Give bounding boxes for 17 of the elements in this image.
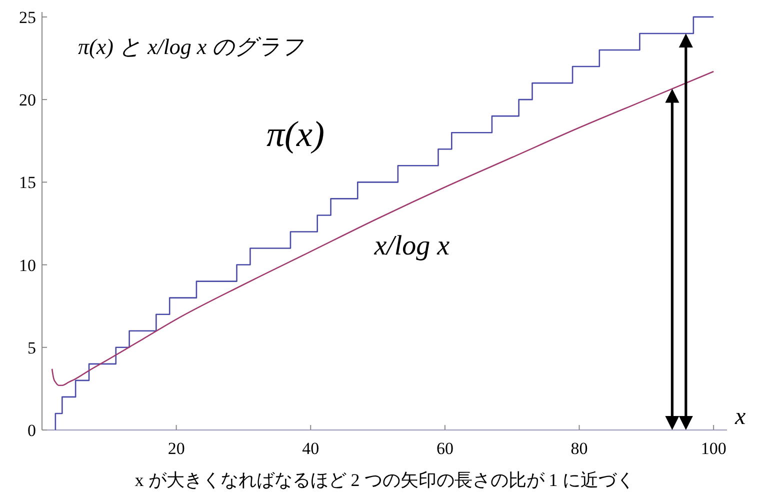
x-tick-label: 40	[302, 439, 320, 458]
y-tick-label: 10	[19, 256, 36, 275]
line-series	[51, 70, 714, 386]
series-label: π(x)	[266, 114, 324, 154]
x-tick-label: 60	[436, 439, 454, 458]
text: π(x) と x/log x のグラフ	[78, 34, 304, 59]
x-axis-title: x	[734, 404, 746, 430]
y-tick-label: 20	[19, 90, 36, 110]
y-tick-label: 5	[28, 338, 36, 358]
y-tick-label: 15	[19, 173, 36, 192]
series-label: x/log x	[373, 230, 450, 262]
y-tick-label: 25	[19, 8, 36, 27]
x-tick-label: 100	[700, 439, 726, 458]
x-tick-label: 20	[168, 439, 185, 458]
x-tick-label: 80	[570, 439, 588, 458]
text: x が大きくなればなるほど 2 つの矢印の長さの比が 1 に近づく	[134, 470, 634, 490]
y-tick-label: 0	[28, 421, 36, 440]
